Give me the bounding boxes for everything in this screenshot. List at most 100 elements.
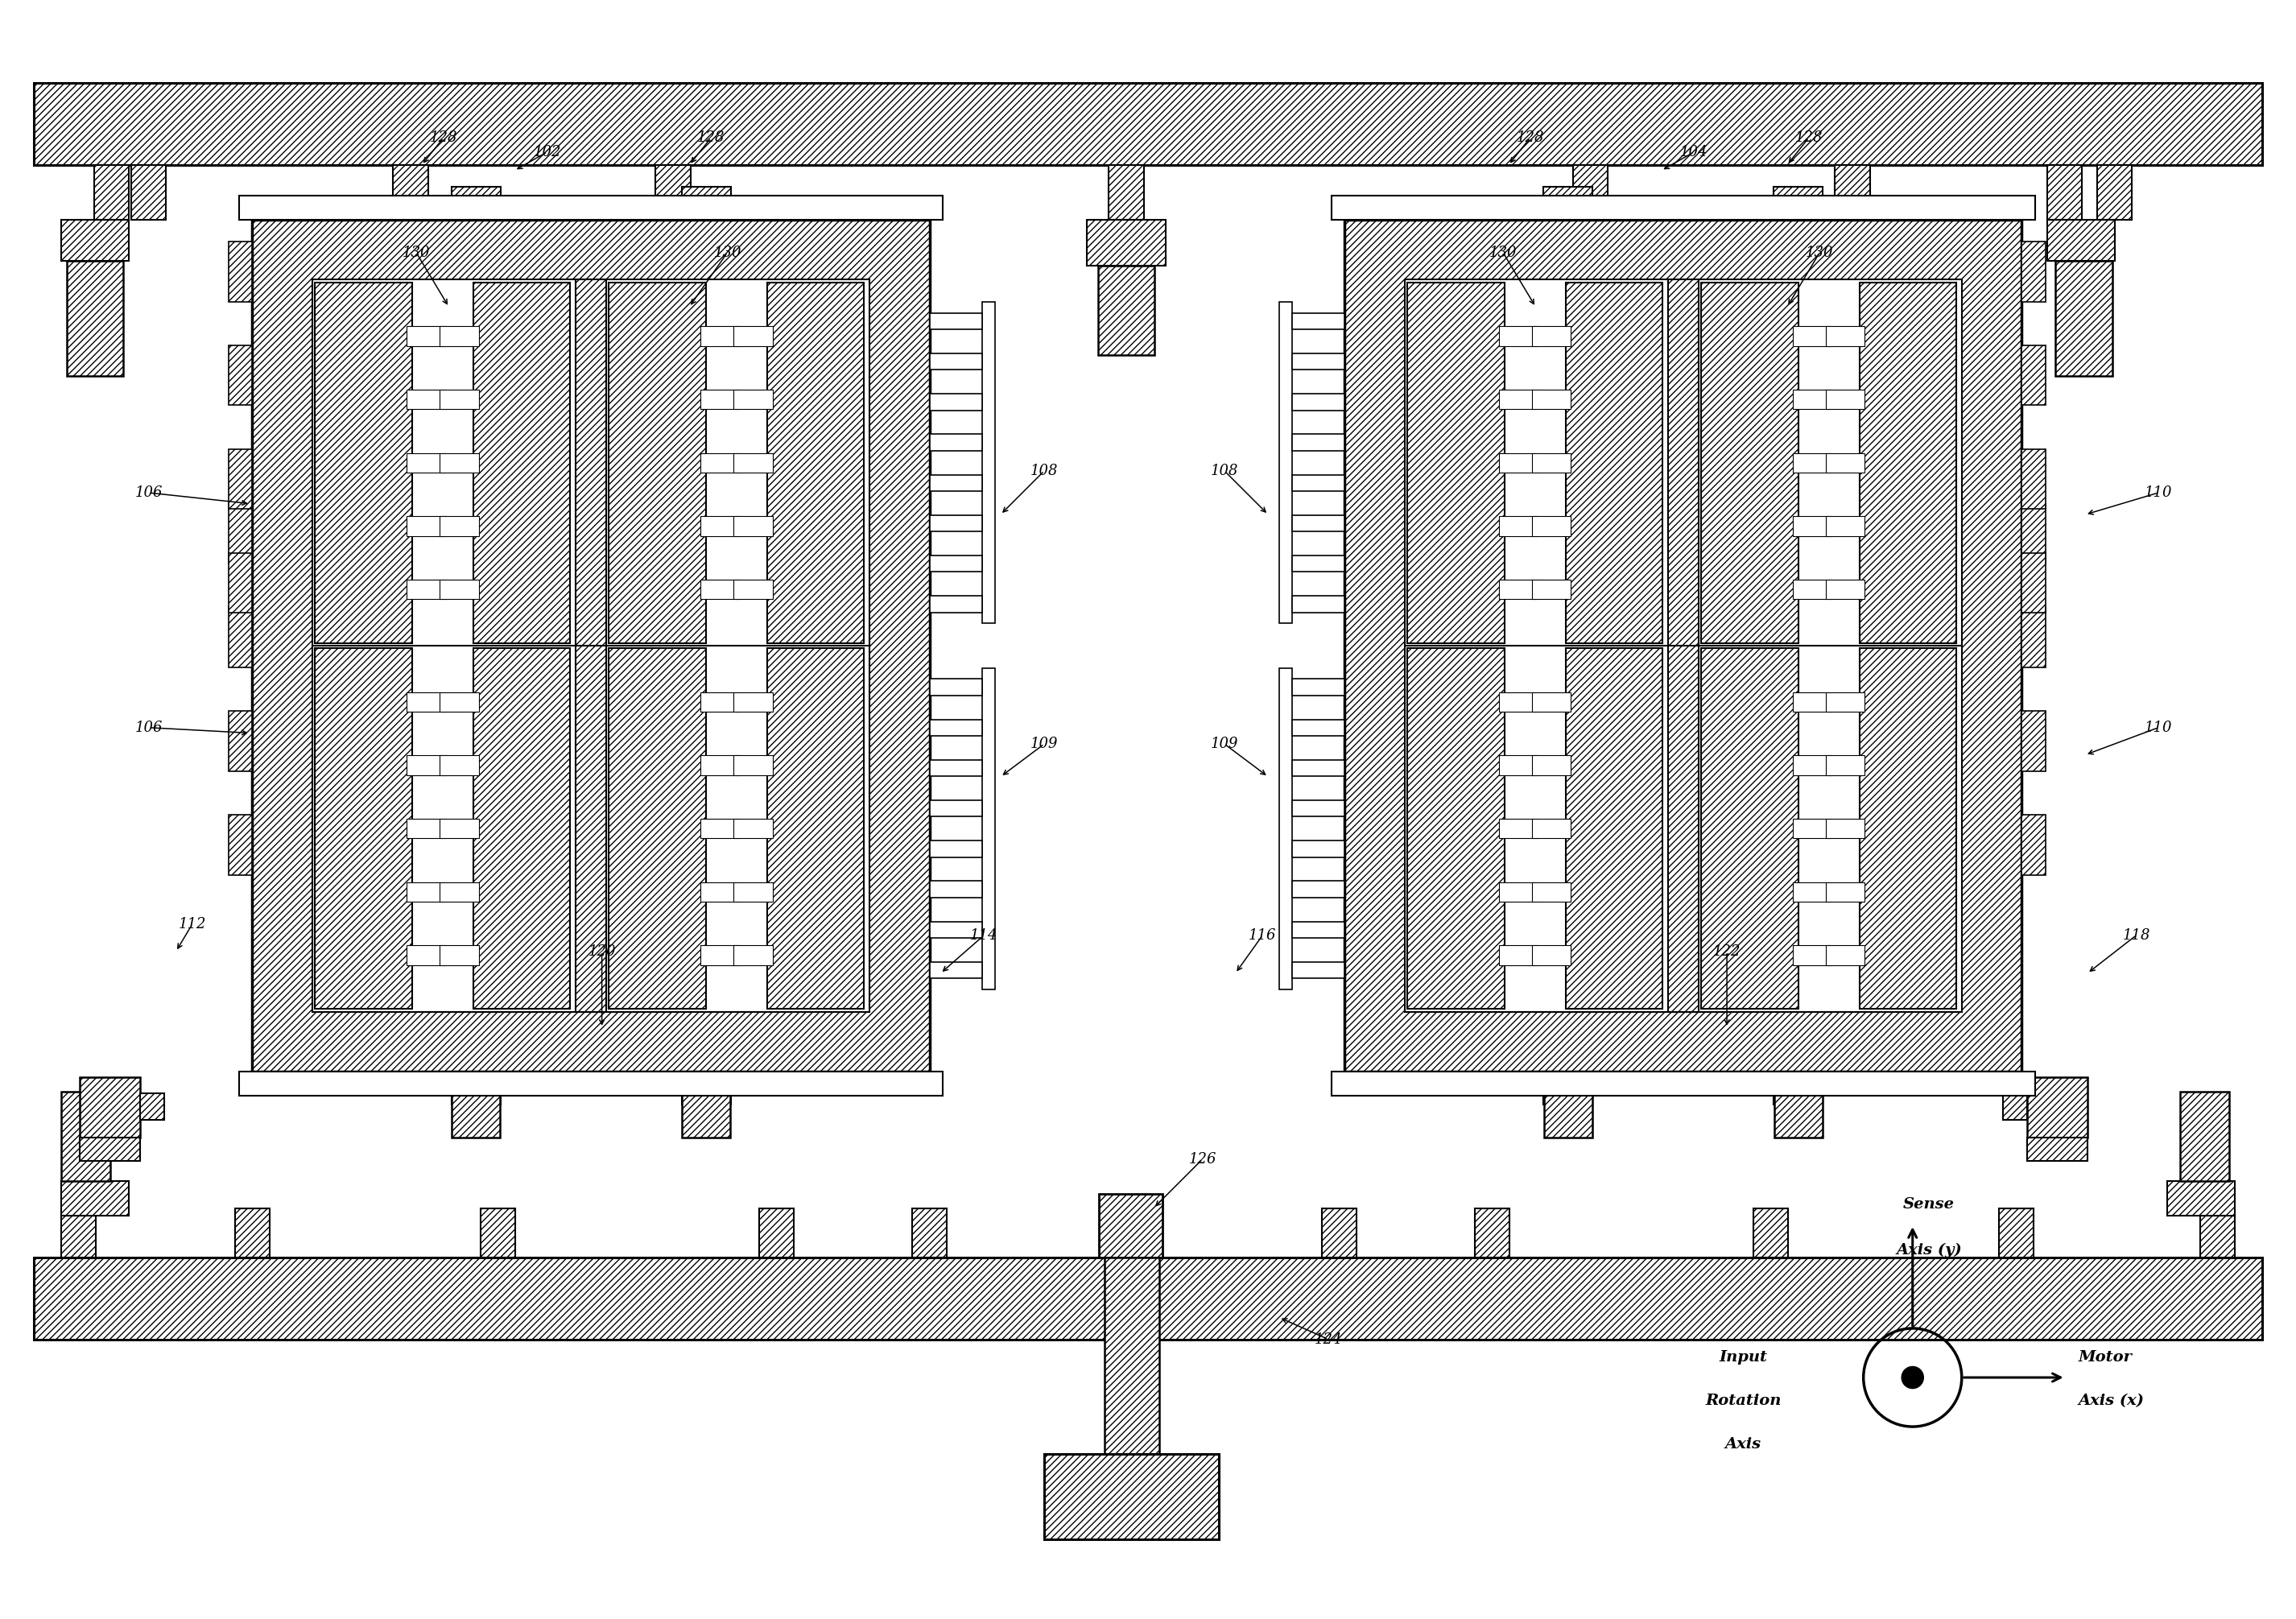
Bar	[234, 1208, 271, 1258]
Text: 114: 114	[971, 928, 999, 942]
Bar	[2181, 1091, 2229, 1180]
Bar	[1293, 962, 1345, 978]
Bar	[2096, 165, 2133, 220]
Bar	[1104, 1258, 1159, 1454]
Bar	[1793, 390, 1832, 410]
Bar	[473, 648, 569, 1009]
Bar	[1499, 390, 1538, 410]
Bar	[930, 921, 983, 937]
Bar	[1531, 453, 1570, 473]
Bar	[1793, 325, 1832, 346]
Bar	[2023, 711, 2046, 771]
Bar	[439, 453, 480, 473]
Bar	[1566, 282, 1662, 643]
Bar	[1293, 312, 1345, 329]
Bar	[1293, 881, 1345, 897]
Bar	[700, 453, 739, 473]
Bar	[227, 552, 253, 614]
Bar	[930, 312, 983, 329]
Bar	[1100, 1193, 1162, 1258]
Text: 104: 104	[1681, 144, 1708, 159]
Text: 112: 112	[179, 916, 207, 931]
Bar	[452, 186, 501, 220]
Text: 128: 128	[698, 131, 726, 146]
Bar	[732, 882, 771, 902]
Bar	[930, 800, 983, 816]
Bar	[315, 282, 411, 643]
Bar	[67, 261, 124, 376]
Text: Rotation: Rotation	[1706, 1394, 1782, 1409]
Bar	[452, 1072, 501, 1104]
Bar	[227, 814, 253, 874]
Bar	[239, 1072, 944, 1096]
Bar	[732, 756, 771, 776]
Bar	[930, 555, 983, 572]
Bar	[2055, 261, 2112, 376]
Bar	[930, 596, 983, 612]
Bar	[1531, 756, 1570, 776]
Bar	[930, 719, 983, 735]
Bar	[1825, 819, 1864, 839]
Bar	[1405, 280, 1961, 1012]
Bar	[2002, 1093, 2027, 1120]
Bar	[1775, 186, 1823, 220]
Text: 110: 110	[2144, 720, 2172, 735]
Bar	[1332, 196, 2034, 220]
Bar	[1531, 691, 1570, 712]
Bar	[1793, 691, 1832, 712]
Bar	[62, 1091, 110, 1180]
Bar	[1825, 580, 1864, 599]
Bar	[452, 1077, 501, 1137]
Bar	[1825, 756, 1864, 776]
Bar	[1332, 1072, 2034, 1096]
Bar	[80, 1137, 140, 1161]
Bar	[94, 165, 129, 220]
Bar	[930, 678, 983, 695]
Bar	[2023, 241, 2046, 301]
Bar	[1531, 945, 1570, 965]
Bar	[700, 691, 739, 712]
Bar	[1793, 819, 1832, 839]
Bar	[1293, 719, 1345, 735]
Bar	[700, 516, 739, 536]
Bar	[439, 819, 480, 839]
Bar	[1293, 515, 1345, 531]
Bar	[406, 691, 445, 712]
Bar	[1543, 1072, 1593, 1104]
Bar	[1531, 819, 1570, 839]
Bar	[1531, 580, 1570, 599]
Bar	[732, 325, 771, 346]
Bar	[1293, 840, 1345, 856]
Bar	[634, 266, 712, 334]
Bar	[732, 691, 771, 712]
Text: Motor: Motor	[2078, 1350, 2133, 1365]
Bar	[439, 580, 480, 599]
Bar	[732, 453, 771, 473]
Bar	[1345, 220, 2023, 1072]
Bar	[767, 282, 863, 643]
Text: 102: 102	[533, 144, 560, 159]
Bar	[767, 648, 863, 1009]
Bar	[1499, 882, 1538, 902]
Bar	[1543, 1077, 1591, 1137]
Bar	[393, 165, 427, 220]
Bar	[227, 607, 253, 667]
Bar	[1793, 945, 1832, 965]
Bar	[406, 580, 445, 599]
Bar	[1499, 580, 1538, 599]
Bar	[930, 962, 983, 978]
Bar	[1701, 648, 1798, 1009]
Bar	[700, 819, 739, 839]
Text: 106: 106	[135, 720, 163, 735]
Bar	[34, 1258, 2262, 1339]
Bar	[930, 759, 983, 776]
Bar	[930, 840, 983, 856]
Bar	[682, 186, 730, 220]
Bar	[1293, 678, 1345, 695]
Bar	[1499, 819, 1538, 839]
Bar	[608, 648, 705, 1009]
Circle shape	[1901, 1366, 1924, 1389]
Bar	[1293, 434, 1345, 450]
Bar	[1860, 282, 1956, 643]
Bar	[1825, 882, 1864, 902]
